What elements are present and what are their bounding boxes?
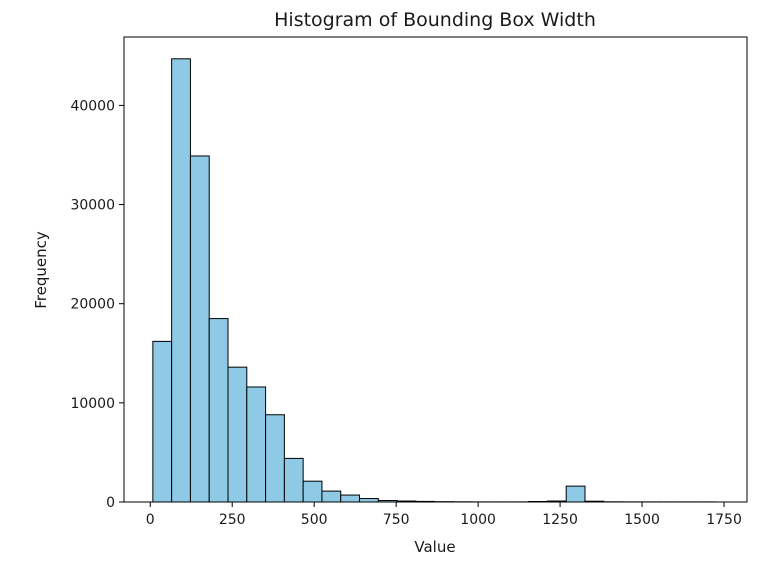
plot-frame	[123, 36, 748, 503]
x-tick-label: 1000	[460, 512, 496, 528]
y-tick-label: 20000	[70, 297, 115, 313]
histogram-bar	[189, 155, 210, 503]
histogram-bar	[171, 58, 191, 503]
x-tick-label: 1500	[624, 512, 660, 528]
x-tick-label: 1250	[542, 512, 578, 528]
y-tick-label: 30000	[70, 198, 115, 214]
x-tick-label: 1750	[706, 512, 742, 528]
histogram-bar	[359, 498, 379, 503]
x-axis-label: Value	[414, 538, 455, 556]
bars-group	[152, 58, 718, 503]
histogram-bar	[208, 318, 229, 503]
histogram-bar	[152, 340, 173, 503]
y-tick-label: 10000	[70, 396, 115, 412]
x-tick-label: 750	[383, 512, 410, 528]
histogram-bar	[340, 494, 361, 503]
histogram-bar	[302, 480, 323, 503]
y-tick-label: 40000	[70, 98, 115, 114]
x-tick-label: 500	[301, 512, 328, 528]
chart-title: Histogram of Bounding Box Width	[274, 9, 596, 31]
histogram-bar	[283, 457, 304, 503]
x-tick-label: 250	[219, 512, 246, 528]
y-tick-label: 0	[106, 495, 115, 511]
x-tick-label: 0	[146, 512, 155, 528]
histogram-bar	[265, 414, 285, 503]
y-axis-label: Frequency	[32, 231, 50, 309]
histogram-bar	[565, 485, 586, 503]
histogram-bar	[321, 490, 342, 503]
histogram-bar	[227, 366, 248, 503]
y-axis-ticks: 0 10000 20000 30000 40000	[70, 98, 124, 511]
x-axis-ticks: 0 250 500 750 1000 1250 1500 1750	[146, 502, 742, 528]
histogram-bar	[246, 386, 267, 503]
